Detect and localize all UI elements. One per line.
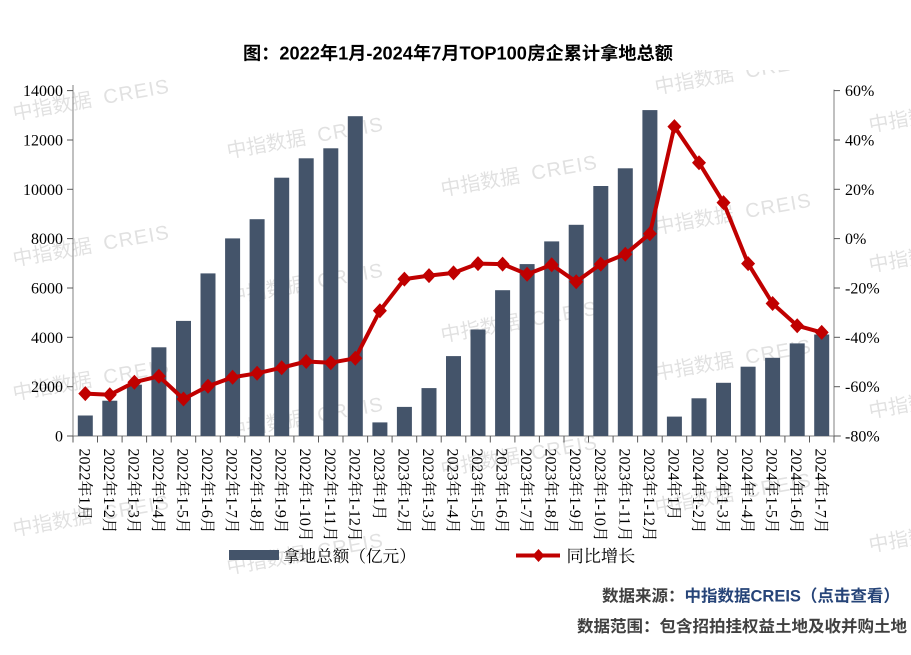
svg-text:40%: 40% (845, 133, 874, 150)
svg-text:1-4: 1-4 (738, 497, 755, 518)
svg-text:2022: 2022 (279, 44, 319, 64)
svg-text:-2024: -2024 (366, 44, 413, 64)
svg-text:1-7: 1-7 (812, 497, 829, 518)
svg-text:7: 7 (431, 44, 441, 64)
svg-text:-80%: -80% (845, 429, 880, 446)
svg-text:4000: 4000 (31, 330, 63, 347)
svg-text:0: 0 (55, 429, 63, 446)
svg-text:2023: 2023 (444, 449, 461, 481)
svg-text:2023: 2023 (419, 449, 436, 481)
svg-text:2023: 2023 (566, 449, 583, 481)
svg-text:2022: 2022 (345, 449, 362, 481)
svg-text:2022: 2022 (124, 449, 141, 481)
svg-text:1-3: 1-3 (419, 497, 436, 518)
svg-text:1-5: 1-5 (468, 497, 485, 518)
svg-text:2022: 2022 (321, 449, 338, 481)
svg-text:1-8: 1-8 (247, 497, 264, 518)
svg-text:1-12: 1-12 (345, 497, 362, 526)
svg-text:1-3: 1-3 (714, 497, 731, 518)
svg-text:1: 1 (664, 497, 681, 505)
svg-text:1-2: 1-2 (689, 497, 706, 518)
svg-text:1-2: 1-2 (100, 497, 117, 518)
svg-text:0%: 0% (845, 231, 866, 248)
svg-text:2023: 2023 (591, 449, 608, 481)
svg-text:1: 1 (75, 497, 92, 505)
svg-text:2023: 2023 (640, 449, 657, 481)
svg-text:12000: 12000 (23, 133, 63, 150)
svg-text:TOP100: TOP100 (460, 44, 527, 64)
svg-text:2024: 2024 (763, 449, 780, 481)
svg-text:1-10: 1-10 (296, 497, 313, 526)
svg-text:2024: 2024 (714, 449, 731, 481)
svg-text:1-11: 1-11 (615, 497, 632, 526)
svg-text:1-5: 1-5 (174, 497, 191, 518)
svg-text:1-4: 1-4 (149, 497, 166, 518)
svg-text:2022: 2022 (75, 449, 92, 481)
svg-text:2022: 2022 (149, 449, 166, 481)
svg-text:CREIS: CREIS (751, 588, 801, 606)
svg-text:14000: 14000 (23, 83, 63, 100)
svg-text:2023: 2023 (370, 449, 387, 481)
svg-text:1-7: 1-7 (517, 497, 534, 518)
svg-text:60%: 60% (845, 83, 874, 100)
svg-text:2022: 2022 (174, 449, 191, 481)
svg-text:1-8: 1-8 (542, 497, 559, 518)
svg-text:2023: 2023 (493, 449, 510, 481)
svg-text:1-10: 1-10 (591, 497, 608, 526)
svg-text:2024: 2024 (738, 449, 755, 481)
svg-text:2024: 2024 (689, 449, 706, 481)
svg-text:1-7: 1-7 (223, 497, 240, 518)
svg-text:2022: 2022 (198, 449, 215, 481)
svg-text:2024: 2024 (664, 449, 681, 481)
svg-text:2024: 2024 (812, 449, 829, 481)
svg-text:2022: 2022 (296, 449, 313, 481)
svg-text:2022: 2022 (247, 449, 264, 481)
svg-text:2022: 2022 (272, 449, 289, 481)
svg-text:1-4: 1-4 (444, 497, 461, 518)
svg-text:-20%: -20% (845, 281, 880, 298)
svg-text:-40%: -40% (845, 330, 880, 347)
svg-text:2023: 2023 (615, 449, 632, 481)
svg-text:2022: 2022 (223, 449, 240, 481)
svg-text:10000: 10000 (23, 182, 63, 199)
svg-text:2000: 2000 (31, 379, 63, 396)
svg-text:1-6: 1-6 (787, 497, 804, 518)
svg-text:1-9: 1-9 (272, 497, 289, 518)
svg-text:1-6: 1-6 (198, 497, 215, 518)
svg-text:1-12: 1-12 (640, 497, 657, 526)
svg-text:1-3: 1-3 (124, 497, 141, 518)
svg-text:1-2: 1-2 (394, 497, 411, 518)
svg-text:8000: 8000 (31, 231, 63, 248)
svg-text:2023: 2023 (517, 449, 534, 481)
svg-text:1: 1 (370, 497, 387, 505)
svg-text:20%: 20% (845, 182, 874, 199)
svg-text:2023: 2023 (394, 449, 411, 481)
svg-text:-60%: -60% (845, 379, 880, 396)
svg-text:1-9: 1-9 (566, 497, 583, 518)
svg-text:2023: 2023 (542, 449, 559, 481)
svg-text:2023: 2023 (468, 449, 485, 481)
svg-text:1: 1 (338, 44, 348, 64)
svg-text:1-11: 1-11 (321, 497, 338, 526)
svg-text:6000: 6000 (31, 281, 63, 298)
svg-text:2024: 2024 (787, 449, 804, 481)
svg-text:1-6: 1-6 (493, 497, 510, 518)
svg-text:1-5: 1-5 (763, 497, 780, 518)
svg-text:2022: 2022 (100, 449, 117, 481)
